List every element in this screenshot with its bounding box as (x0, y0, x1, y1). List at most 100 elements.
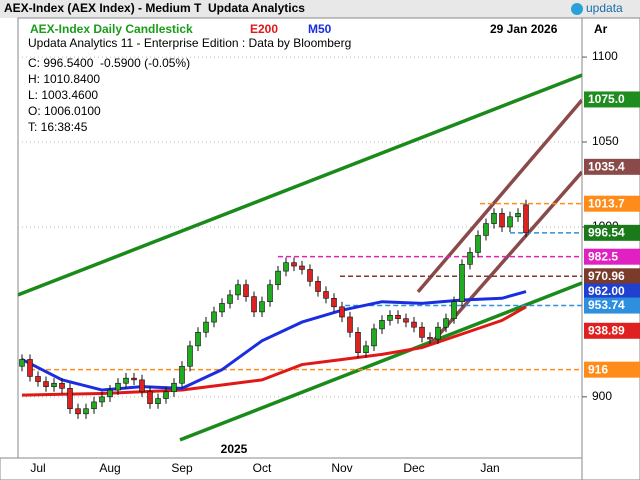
x-tick-label: Nov (331, 461, 352, 475)
candle-body (411, 321, 417, 328)
candle-body (139, 379, 145, 393)
level-tag (584, 158, 640, 175)
moving-average (21, 290, 527, 392)
level-tag (584, 91, 640, 108)
candle-body (51, 382, 57, 387)
legend-entry: E200 (250, 22, 278, 36)
candle-body (131, 377, 137, 381)
trend-line (179, 281, 582, 442)
level-tag (584, 283, 640, 300)
candle-body (227, 294, 233, 304)
candle-body (347, 316, 353, 333)
candle-body (83, 408, 89, 415)
axis-title: Ar (594, 22, 608, 36)
candle-body (27, 359, 33, 377)
level-label: 953.74 (588, 298, 625, 312)
level-label: 970.96 (588, 269, 625, 283)
candle-body (235, 284, 241, 296)
page-title: AEX-Index (AEX Index) - Medium T Updata … (4, 1, 305, 15)
trend-line (416, 98, 582, 293)
legend-entry: M50 (308, 22, 332, 36)
info-line: O: 1006.0100 (28, 104, 101, 118)
candle-body (179, 365, 185, 384)
candle-body (315, 281, 321, 292)
candle-body (243, 284, 249, 297)
y-tick-label: 1050 (592, 134, 619, 148)
candle-body (307, 269, 313, 282)
candle-body (371, 328, 377, 347)
level-tag (584, 248, 640, 265)
axis-label-layer: 9001000105011001075.01035.41013.7996.549… (582, 49, 640, 403)
level-tag (584, 297, 640, 314)
level-tag (584, 268, 640, 285)
candle-body (283, 262, 289, 272)
logo[interactable]: updata (586, 1, 623, 15)
candle-body (203, 321, 209, 333)
trend-line (18, 73, 582, 297)
candle-body (75, 408, 81, 415)
level-label: 1075.0 (588, 92, 625, 106)
candle-body (35, 376, 41, 382)
candle-body (443, 318, 449, 328)
candle-body (395, 314, 401, 319)
level-label: 916 (588, 362, 608, 376)
candle-body (251, 296, 257, 313)
candle-body (291, 262, 297, 267)
candle-body (387, 314, 393, 321)
candle-body (403, 318, 409, 323)
candle-body (331, 298, 337, 308)
candle-body (339, 306, 345, 318)
plot-layer (18, 56, 582, 442)
candle-body (363, 345, 369, 353)
candle-body (171, 382, 177, 393)
candle-body (211, 311, 217, 323)
x-tick-label: Dec (403, 461, 424, 475)
info-line: H: 1010.8400 (28, 72, 100, 86)
candle-body (123, 377, 129, 384)
info-block: Updata Analytics 11 - Enterprise Edition… (28, 36, 351, 134)
chart-title: AEX-Index Daily Candlestick (30, 22, 193, 36)
candle-body (155, 398, 161, 404)
candle-body (267, 284, 273, 303)
info-line: Updata Analytics 11 - Enterprise Edition… (28, 36, 351, 50)
candle-body (147, 391, 153, 404)
candle-body (91, 401, 97, 410)
x-axis-strip (0, 457, 583, 480)
candle-body (259, 301, 265, 313)
info-line: T: 16:38:45 (28, 120, 88, 134)
candle-body (523, 204, 529, 234)
candle-body (459, 264, 465, 303)
level-tag (584, 322, 640, 339)
level-label: 938.89 (588, 323, 625, 337)
x-tick-label: Sep (171, 461, 193, 475)
x-tick-label: Jul (30, 461, 45, 475)
year-label: 2025 (221, 442, 248, 456)
level-tag (584, 361, 640, 378)
candle-body (115, 382, 121, 391)
candle-body (419, 326, 425, 338)
y-tick-label: 1100 (592, 49, 618, 63)
candle-body (107, 389, 113, 398)
x-tick-label: Oct (253, 461, 272, 475)
candle-body (59, 382, 65, 389)
candle-body (499, 213, 505, 228)
candle-body (427, 337, 433, 340)
candle-body (163, 391, 169, 399)
candle-body (435, 326, 441, 340)
level-tag (584, 195, 640, 212)
candle-body (467, 252, 473, 265)
level-label: 1035.4 (588, 159, 625, 173)
level-tag (584, 224, 640, 241)
candle-body (19, 359, 25, 367)
logo-icon (571, 3, 583, 15)
candle-body (99, 396, 105, 403)
candle-body (67, 388, 73, 410)
candle-body (507, 216, 513, 228)
candle-body (491, 213, 497, 224)
level-label: 962.00 (588, 284, 625, 298)
candle-body (323, 291, 329, 299)
candle-body (483, 223, 489, 236)
x-tick-label: Jan (480, 461, 499, 475)
x-tick-label: Aug (99, 461, 120, 475)
candle-body (275, 270, 281, 286)
